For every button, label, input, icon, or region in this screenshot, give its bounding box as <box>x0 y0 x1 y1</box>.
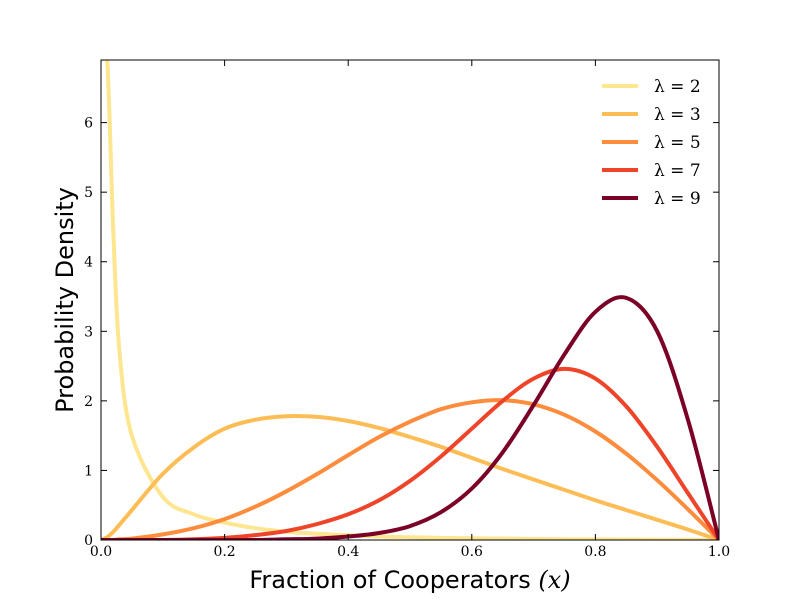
x-tick-label: 0.6 <box>461 544 483 560</box>
series-line-4 <box>101 366 719 540</box>
x-axis-label-math: (x) <box>538 566 570 594</box>
x-axis-label-text: Fraction of Cooperators <box>249 566 538 594</box>
x-axis-label: Fraction of Cooperators (x) <box>249 566 570 594</box>
series-line-5 <box>101 295 719 540</box>
y-tick-label: 1 <box>84 463 93 479</box>
y-tick-label: 2 <box>84 394 93 410</box>
x-tick-label: 1.0 <box>708 544 730 560</box>
x-tick-label: 0.8 <box>584 544 606 560</box>
plot-frame <box>100 59 720 541</box>
legend-label-2: λ = 3 <box>654 105 701 125</box>
series-line-2 <box>101 413 719 540</box>
y-tick-label: 5 <box>84 185 93 201</box>
legend: λ = 2 λ = 3 λ = 5 λ = 7 λ = 9 <box>602 77 701 209</box>
y-axis-label: Probability Density <box>51 187 79 413</box>
legend-label-3: λ = 5 <box>654 133 701 153</box>
y-tick-label: 6 <box>84 116 93 132</box>
y-tick-label: 0 <box>84 533 93 549</box>
ticks-layer: 0.0 0.2 0.4 0.6 0.8 1.0 0 1 2 3 4 5 6 <box>84 60 730 560</box>
y-tick-label: 3 <box>84 324 93 340</box>
legend-label-1: λ = 2 <box>654 77 701 97</box>
x-tick-label: 0.0 <box>90 544 112 560</box>
x-tick-label: 0.2 <box>213 544 235 560</box>
x-tick-label: 0.4 <box>337 544 359 560</box>
legend-label-5: λ = 9 <box>654 189 701 209</box>
legend-label-4: λ = 7 <box>654 161 701 181</box>
y-tick-label: 4 <box>84 255 93 271</box>
